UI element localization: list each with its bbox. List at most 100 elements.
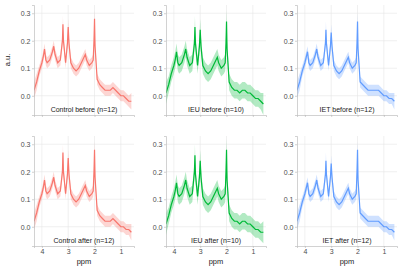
grid bbox=[166, 5, 266, 115]
tick: 0.1 bbox=[153, 65, 166, 72]
tick: 2 bbox=[225, 246, 229, 255]
tick-label: 2 bbox=[356, 248, 360, 255]
tick: 0.1 bbox=[284, 196, 297, 203]
tick-mark bbox=[384, 115, 385, 117]
tick: 1 bbox=[382, 246, 386, 255]
tick: 0.1 bbox=[21, 196, 34, 203]
tick-mark bbox=[174, 115, 175, 117]
tick: 3 bbox=[199, 246, 203, 255]
tick-label: 0.2 bbox=[21, 37, 31, 44]
spectrum-line bbox=[34, 150, 131, 233]
tick-mark bbox=[68, 115, 69, 117]
axis-line bbox=[32, 137, 35, 247]
tick-label: 4 bbox=[303, 248, 307, 255]
tick-mark bbox=[295, 172, 297, 173]
y-axis: 0.00.10.20.3 bbox=[21, 137, 35, 247]
panel-title: IEU before (n=10) bbox=[188, 106, 244, 114]
tick: 0.2 bbox=[21, 37, 34, 44]
tick-mark bbox=[32, 144, 34, 145]
grid-line bbox=[166, 171, 266, 172]
tick-mark bbox=[95, 115, 96, 117]
grid bbox=[34, 136, 134, 246]
grid-line bbox=[166, 144, 266, 145]
tick-label: 0.0 bbox=[284, 92, 294, 99]
tick: 0.1 bbox=[284, 65, 297, 72]
tick: 0.2 bbox=[284, 168, 297, 175]
tick bbox=[227, 115, 228, 117]
tick-label: 0.2 bbox=[284, 37, 294, 44]
tick-mark bbox=[164, 68, 166, 69]
tick-mark bbox=[164, 96, 166, 97]
tick: 0.0 bbox=[153, 223, 166, 230]
tick-label: 0.3 bbox=[21, 10, 31, 17]
plot-area bbox=[297, 13, 394, 109]
tick-mark bbox=[295, 41, 297, 42]
x-axis-title: ppm bbox=[209, 257, 224, 266]
tick-label: 0.0 bbox=[284, 223, 294, 230]
grid-line bbox=[34, 144, 134, 145]
tick bbox=[68, 115, 69, 117]
tick: 0.3 bbox=[284, 141, 297, 148]
x-axis: 4321 bbox=[167, 246, 267, 255]
tick: 0.3 bbox=[153, 141, 166, 148]
tick: 2 bbox=[356, 246, 360, 255]
tick-mark bbox=[32, 41, 34, 42]
panel: 0.00.10.20.34321Control after (n=12)ppm bbox=[21, 136, 135, 266]
spectrum-line bbox=[166, 150, 263, 233]
x-axis: 4321 bbox=[298, 246, 398, 255]
error-band bbox=[297, 142, 394, 241]
tick-label: 1 bbox=[251, 248, 255, 255]
tick: 0.2 bbox=[153, 37, 166, 44]
y-axis: 0.00.10.20.3 bbox=[21, 6, 35, 116]
tick: 0.3 bbox=[21, 141, 34, 148]
plot-area bbox=[34, 11, 131, 110]
panel: 0.00.10.20.34321IET after (n=12)ppm bbox=[284, 136, 398, 266]
grid-line bbox=[34, 13, 134, 14]
figure: 0.0 0.1 0.2 0.3 Control before (n=12) a.u. 0.0… bbox=[0, 0, 401, 266]
tick-label: 4 bbox=[40, 248, 44, 255]
tick: 0.0 bbox=[284, 92, 297, 99]
axis-line bbox=[164, 6, 167, 116]
tick: 0.0 bbox=[153, 92, 166, 99]
tick-mark bbox=[32, 172, 34, 173]
axis-line bbox=[295, 137, 298, 247]
grid-line bbox=[34, 171, 134, 172]
grid-line bbox=[166, 13, 266, 14]
tick-mark bbox=[305, 115, 306, 117]
grid-line bbox=[297, 171, 397, 172]
tick: 0.3 bbox=[21, 10, 34, 17]
tick-mark bbox=[42, 115, 43, 117]
tick bbox=[253, 115, 254, 117]
tick-label: 0.0 bbox=[21, 223, 31, 230]
panel-title: IET after (n=12) bbox=[322, 237, 371, 245]
grid bbox=[34, 5, 134, 115]
tick-label: 0.1 bbox=[284, 196, 294, 203]
tick-mark bbox=[253, 115, 254, 117]
tick: 4 bbox=[303, 246, 307, 255]
panel: 0.00.10.20.3IET before (n=12) bbox=[284, 5, 398, 117]
grid bbox=[166, 136, 266, 246]
tick-label: 0.2 bbox=[284, 168, 294, 175]
tick-mark bbox=[200, 115, 201, 117]
tick-mark bbox=[164, 172, 166, 173]
tick-label: 1 bbox=[382, 248, 386, 255]
grid-line bbox=[297, 13, 397, 14]
tick-label: 0.2 bbox=[153, 168, 163, 175]
tick-mark bbox=[164, 227, 166, 228]
tick-mark bbox=[295, 227, 297, 228]
y-axis-title: a.u. bbox=[3, 54, 12, 67]
grid-line bbox=[331, 5, 332, 115]
tick-mark bbox=[121, 115, 122, 117]
grid-line bbox=[297, 144, 397, 145]
tick-mark bbox=[295, 68, 297, 69]
panel-title: Control before (n=12) bbox=[51, 106, 118, 114]
tick-mark bbox=[32, 96, 34, 97]
tick-label: 0.1 bbox=[153, 196, 163, 203]
tick bbox=[358, 115, 359, 117]
tick-mark bbox=[295, 144, 297, 145]
tick: 0.1 bbox=[153, 196, 166, 203]
tick-label: 0.3 bbox=[153, 141, 163, 148]
tick: 1 bbox=[119, 246, 123, 255]
tick: 0.0 bbox=[284, 223, 297, 230]
x-axis-title: ppm bbox=[340, 257, 355, 266]
